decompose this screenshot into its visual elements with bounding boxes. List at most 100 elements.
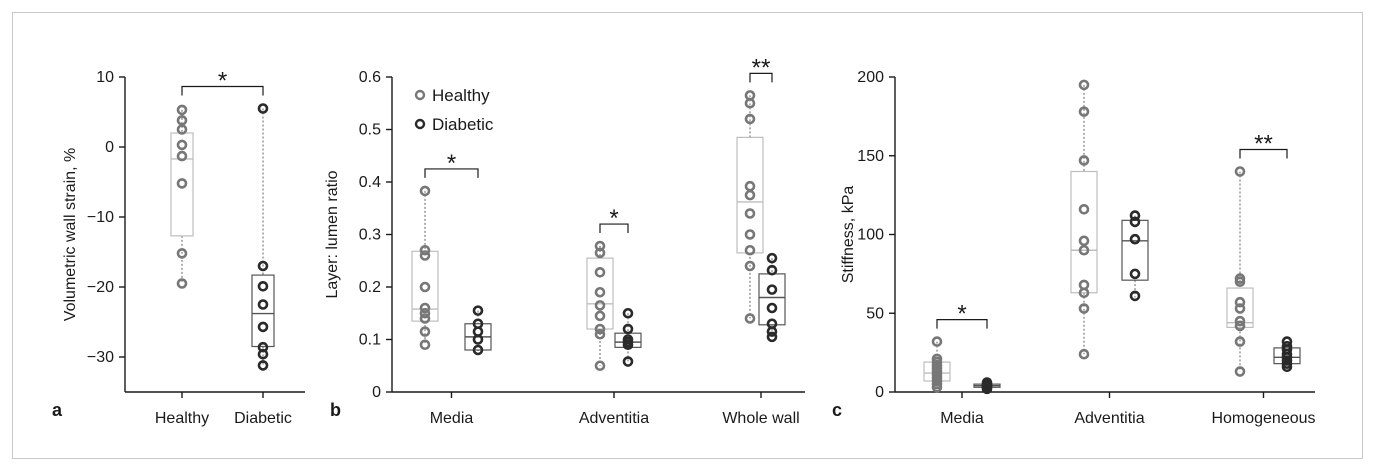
data-point — [766, 264, 778, 276]
panel-letter: b — [330, 400, 341, 420]
data-point — [766, 252, 778, 264]
data-point — [744, 260, 756, 272]
bracket-line — [936, 319, 988, 329]
data-point — [1078, 287, 1090, 299]
data-point — [1078, 155, 1090, 166]
data-point — [472, 305, 484, 316]
data-point — [1234, 320, 1246, 332]
y-tick-label: 150 — [857, 148, 884, 165]
data-point — [1234, 315, 1246, 327]
data-point — [744, 113, 756, 125]
box-group-media-healthy — [923, 336, 951, 393]
bracket-line — [424, 168, 479, 178]
data-point — [1234, 276, 1246, 288]
data-point — [766, 284, 778, 295]
box — [1070, 170, 1098, 294]
data-point — [931, 381, 943, 393]
data-point — [176, 248, 188, 259]
box — [251, 274, 275, 348]
box — [736, 136, 764, 254]
data-point — [1129, 216, 1141, 228]
data-point — [1234, 366, 1246, 377]
legend-marker-healthy — [414, 89, 426, 101]
box-group-whole-wall-healthy — [736, 90, 764, 324]
box-group-homogeneous-diabetic — [1273, 336, 1301, 373]
box-group-homogeneous-healthy — [1226, 166, 1254, 377]
legend: Healthy Diabetic — [414, 86, 494, 134]
data-point — [1129, 268, 1141, 280]
data-point — [744, 244, 756, 256]
significance-bracket: * — [424, 150, 479, 178]
y-tick-label: 0 — [372, 384, 381, 401]
y-tick-label: 0.4 — [359, 174, 381, 191]
y-axis-title: Layer: lumen ratio — [324, 170, 341, 298]
y-tick-label: 0.5 — [359, 122, 381, 139]
y-tick-label: 0 — [875, 384, 884, 401]
box-group-adventitia-healthy — [1070, 79, 1098, 360]
y-tick-label: 50 — [866, 305, 884, 322]
data-point — [472, 344, 484, 356]
data-point — [744, 189, 756, 201]
box-group-diabetic-diabetic — [251, 103, 275, 371]
data-point — [419, 281, 431, 293]
data-point — [1234, 336, 1246, 347]
box-group-media-healthy — [411, 185, 439, 351]
y-tick-label: 0 — [105, 139, 114, 156]
data-point — [1129, 290, 1141, 302]
legend-label-diabetic: Diabetic — [432, 115, 494, 134]
significance-marker: ** — [752, 54, 771, 81]
data-point — [1234, 166, 1246, 177]
data-point — [594, 310, 606, 322]
data-point — [1078, 303, 1090, 314]
data-point — [594, 328, 606, 340]
significance-bracket: ** — [1239, 131, 1288, 159]
significance-marker: ** — [1254, 131, 1273, 158]
data-point — [594, 247, 606, 259]
y-tick-label: 10 — [96, 69, 114, 86]
data-point — [766, 302, 778, 314]
significance-bracket: * — [181, 68, 264, 96]
y-tick-label: −30 — [87, 349, 114, 366]
y-tick-label: 0.1 — [359, 332, 381, 349]
y-tick-label: 100 — [857, 227, 884, 244]
data-point — [594, 300, 606, 311]
data-point — [419, 244, 431, 256]
data-point — [766, 331, 778, 343]
data-point — [257, 299, 269, 310]
data-point — [176, 115, 188, 126]
data-point — [176, 150, 188, 162]
y-tick-label: 0.2 — [359, 279, 381, 296]
x-tick-label: Whole wall — [722, 410, 799, 427]
data-point — [257, 348, 269, 360]
data-point — [176, 178, 188, 189]
data-point — [257, 280, 269, 292]
data-point — [176, 278, 188, 289]
data-point — [1129, 233, 1141, 245]
data-point — [622, 356, 634, 367]
data-point — [1078, 244, 1090, 256]
data-point — [594, 323, 606, 335]
box — [758, 273, 786, 326]
x-tick-label: Adventitia — [1074, 410, 1144, 427]
box-group-healthy-healthy — [170, 104, 194, 289]
data-point — [594, 266, 606, 278]
data-point — [594, 286, 606, 298]
box-group-media-diabetic — [973, 377, 1001, 395]
data-point — [419, 326, 431, 337]
significance-bracket: * — [936, 301, 988, 329]
bracket-line — [181, 85, 264, 96]
data-point — [419, 250, 431, 261]
panel-c: 0 50 100 150 200 Stiffness, kPa c Media Adventit… — [832, 69, 1316, 427]
significance-marker: * — [609, 205, 618, 232]
data-point — [176, 139, 188, 151]
data-point — [257, 321, 269, 333]
legend-label-healthy: Healthy — [432, 86, 490, 105]
data-point — [1078, 79, 1090, 91]
data-point — [1078, 235, 1090, 247]
data-point — [257, 260, 269, 272]
data-point — [257, 103, 269, 114]
box-group-media-diabetic — [464, 305, 492, 356]
data-point — [1234, 296, 1246, 308]
y-axis-title: Volumetric wall strain, % — [62, 148, 79, 321]
